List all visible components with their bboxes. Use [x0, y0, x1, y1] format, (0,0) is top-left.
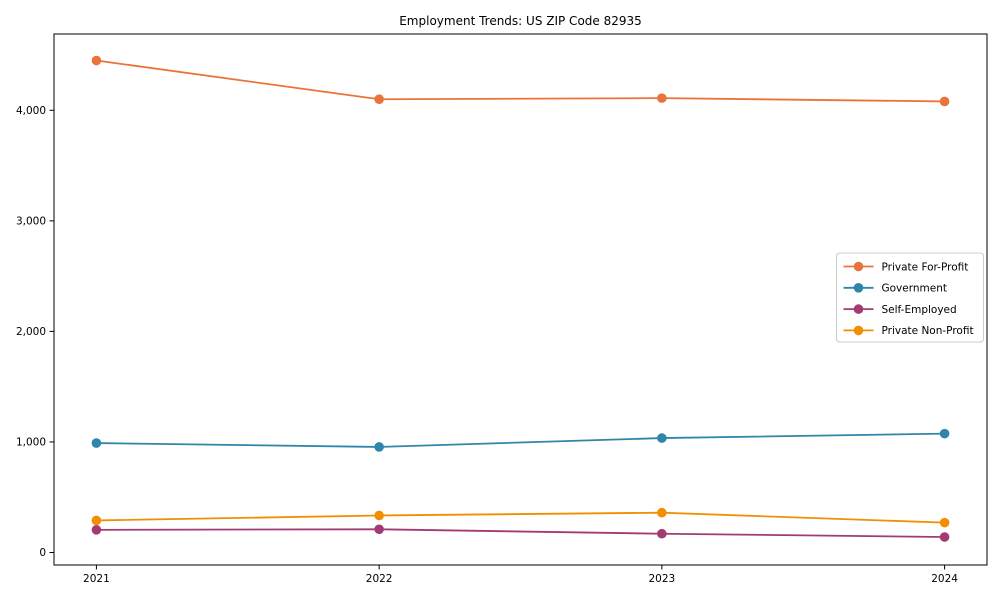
y-axis-tick-label: 1,000 [16, 437, 46, 449]
y-axis-tick-label: 4,000 [16, 105, 46, 117]
data-point-marker [657, 93, 667, 103]
data-point-marker [374, 510, 384, 521]
data-point-marker [374, 442, 384, 452]
x-axis-tick-label: 2024 [931, 573, 958, 585]
data-point-marker [91, 515, 102, 526]
legend-item-marker [853, 325, 864, 336]
legend-item-marker [853, 283, 864, 293]
legend-item-label: Self-Employed [882, 304, 957, 316]
data-point-marker [91, 525, 102, 535]
x-axis-tick-label: 2022 [366, 573, 393, 585]
data-point-marker [374, 524, 384, 535]
data-point-marker [91, 438, 102, 448]
series-line [96, 432, 945, 448]
data-point-marker [91, 55, 102, 66]
y-axis-tick-label: 2,000 [16, 326, 46, 338]
data-point-marker [939, 532, 950, 542]
series-line [96, 528, 945, 538]
y-axis-tick-label: 0 [39, 547, 46, 559]
legend-item-label: Government [882, 283, 947, 295]
data-point-marker [939, 428, 950, 439]
series-line [96, 511, 945, 524]
series-line [96, 59, 945, 103]
y-axis-tick-label: 3,000 [16, 216, 46, 228]
legend-item-marker [853, 304, 864, 314]
data-point-marker [374, 94, 384, 105]
legend-item-marker [853, 261, 864, 272]
plot-area: 0 1,000 2,000 3,000 4,000 2021 2022 2023 2024 Pri… [16, 33, 988, 585]
data-point-marker [657, 433, 667, 443]
chart-title: Employment Trends: US ZIP Code 82935 [399, 14, 642, 28]
data-point-marker [939, 96, 950, 107]
data-point-marker [657, 507, 667, 518]
x-axis-tick-label: 2021 [83, 573, 110, 585]
legend-item-label: Private Non-Profit [882, 325, 974, 337]
data-point-marker [939, 517, 950, 528]
legend-box [836, 252, 984, 343]
x-axis-tick-label: 2023 [648, 573, 675, 585]
plot-border [53, 33, 988, 566]
legend-item-label: Private For-Profit [882, 261, 969, 273]
data-point-marker [657, 528, 667, 539]
